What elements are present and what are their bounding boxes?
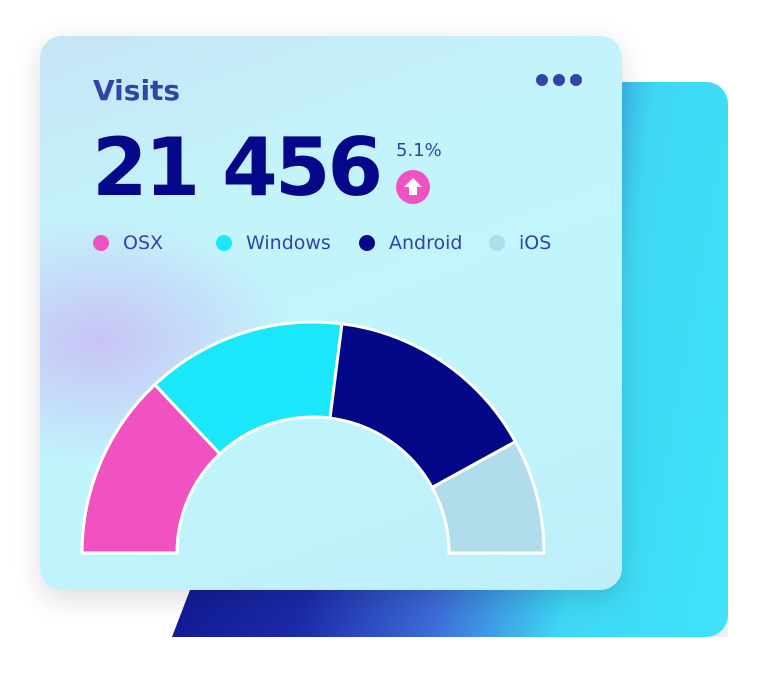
legend-label: iOS (519, 232, 552, 254)
legend-item-windows[interactable]: Windows (216, 232, 359, 254)
change-percent: 5.1% (396, 140, 442, 161)
total-visits: 21 456 (92, 121, 383, 214)
legend-dot (93, 235, 109, 251)
legend-item-android[interactable]: Android (359, 232, 489, 254)
legend-item-osx[interactable]: OSX (93, 232, 216, 254)
arrow-up-circle-icon (396, 170, 430, 204)
legend-dot (359, 235, 375, 251)
visits-card: Visits 21 456 5.1% OSX Windows Android i… (40, 36, 622, 590)
more-dot (553, 74, 565, 86)
chart-legend: OSX Windows Android iOS (93, 232, 551, 254)
more-options-button[interactable] (536, 74, 582, 86)
legend-dot (216, 235, 232, 251)
legend-label: Windows (246, 232, 331, 254)
more-horizontal-icon (536, 74, 548, 86)
legend-label: OSX (123, 232, 164, 254)
legend-label: Android (389, 232, 463, 254)
legend-item-ios[interactable]: iOS (489, 232, 551, 254)
legend-dot (489, 235, 505, 251)
more-dot (570, 74, 582, 86)
donut-segment-ios[interactable] (430, 439, 546, 555)
visits-half-donut-chart (80, 320, 546, 555)
card-title: Visits (93, 74, 181, 107)
